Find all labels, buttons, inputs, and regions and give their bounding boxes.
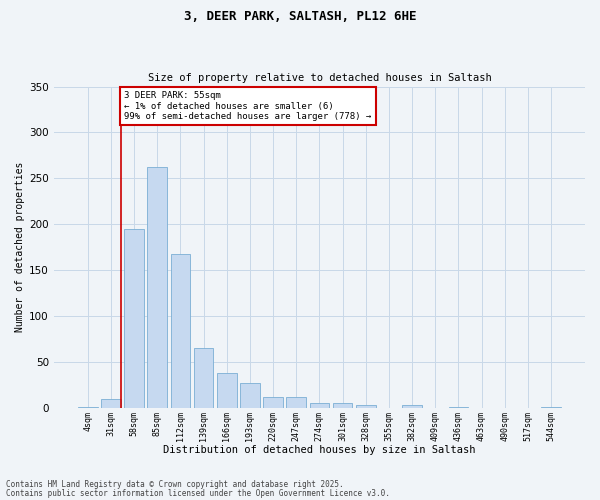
Bar xyxy=(78,407,98,408)
Bar xyxy=(263,397,283,408)
Bar xyxy=(170,254,190,408)
Y-axis label: Number of detached properties: Number of detached properties xyxy=(15,162,25,332)
Bar xyxy=(402,406,422,408)
Bar xyxy=(194,348,214,408)
Text: 3 DEER PARK: 55sqm
← 1% of detached houses are smaller (6)
99% of semi-detached : 3 DEER PARK: 55sqm ← 1% of detached hous… xyxy=(124,91,371,121)
Bar xyxy=(333,404,352,408)
Title: Size of property relative to detached houses in Saltash: Size of property relative to detached ho… xyxy=(148,73,491,83)
Bar xyxy=(240,384,260,408)
X-axis label: Distribution of detached houses by size in Saltash: Distribution of detached houses by size … xyxy=(163,445,476,455)
Bar xyxy=(286,397,306,408)
Text: Contains HM Land Registry data © Crown copyright and database right 2025.: Contains HM Land Registry data © Crown c… xyxy=(6,480,344,489)
Text: Contains public sector information licensed under the Open Government Licence v3: Contains public sector information licen… xyxy=(6,488,390,498)
Bar xyxy=(101,399,121,408)
Bar xyxy=(310,402,329,408)
Bar xyxy=(541,407,561,408)
Bar xyxy=(449,407,468,408)
Bar xyxy=(356,406,376,408)
Text: 3, DEER PARK, SALTASH, PL12 6HE: 3, DEER PARK, SALTASH, PL12 6HE xyxy=(184,10,416,23)
Bar xyxy=(148,168,167,408)
Bar xyxy=(124,229,144,408)
Bar xyxy=(217,373,236,408)
